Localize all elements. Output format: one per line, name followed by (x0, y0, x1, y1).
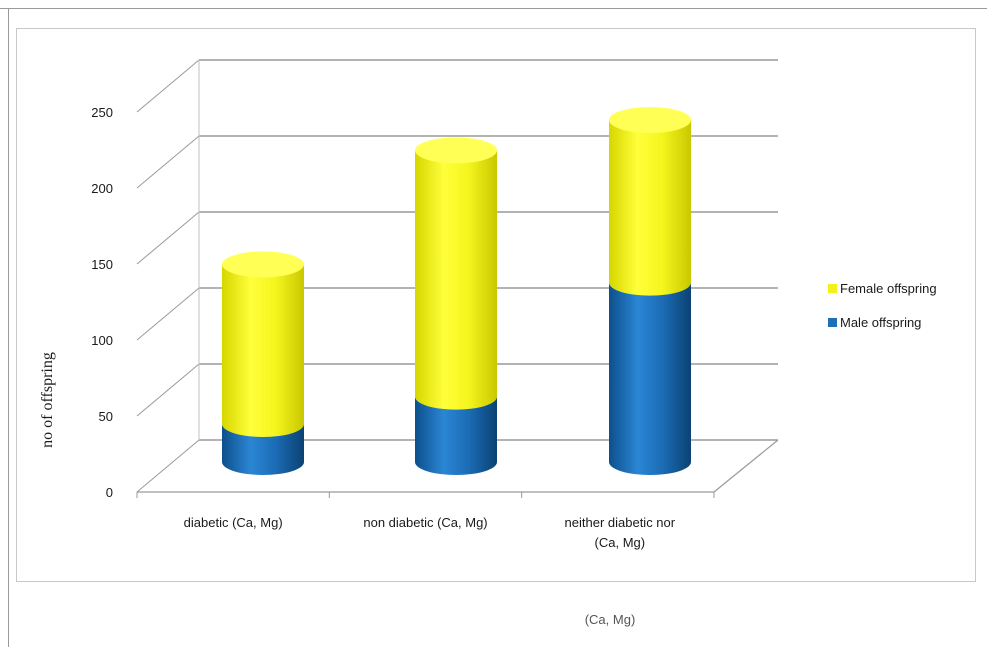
bar-male-body (609, 282, 691, 475)
x-axis-labels: diabetic (Ca, Mg) non diabetic (Ca, Mg) ne… (184, 515, 676, 550)
legend-label: Male offspring (840, 315, 921, 330)
y-axis-ticks: 0 50 100 150 200 250 (91, 105, 113, 500)
gridline-diagonal (136, 287, 200, 341)
legend: Female offspring Male offspring (828, 281, 937, 330)
bar-female-body (415, 150, 497, 410)
bar-female-cap (415, 137, 497, 164)
legend-swatch (828, 284, 837, 293)
bar-female (415, 137, 497, 410)
bar-male-body (222, 424, 304, 475)
floor-right-edge (713, 439, 779, 493)
frame-top-border (0, 8, 987, 9)
bar-female (609, 107, 691, 296)
bars (222, 107, 691, 475)
bar-female-cap (609, 107, 691, 133)
gridline-diagonal (136, 135, 200, 189)
bar-female-body (609, 120, 691, 296)
x-tick-label: (Ca, Mg) (595, 535, 646, 550)
y-tick-label: 250 (91, 105, 113, 120)
bar-female (222, 251, 304, 437)
clipped-caption: (Ca, Mg) (585, 612, 636, 627)
legend-label: Female offspring (840, 281, 937, 296)
y-tick-label: 150 (91, 257, 113, 272)
gridline-diagonal (136, 363, 200, 417)
gridline-diagonal (136, 59, 200, 113)
x-tick-label: diabetic (Ca, Mg) (184, 515, 283, 530)
y-tick-label: 200 (91, 181, 113, 196)
x-tick-label: neither diabetic nor (565, 515, 676, 530)
bar-male (609, 269, 691, 475)
gridline-diagonal (136, 211, 200, 265)
x-tick-label: non diabetic (Ca, Mg) (363, 515, 487, 530)
y-tick-label: 50 (99, 409, 113, 424)
y-tick-label: 100 (91, 333, 113, 348)
bar-male-body (415, 396, 497, 475)
bar-female-cap (222, 251, 304, 278)
gridline-diagonal (136, 439, 200, 493)
legend-swatch (828, 318, 837, 327)
frame-left-border (8, 8, 9, 647)
bar-female-body (222, 264, 304, 437)
y-tick-label: 0 (106, 485, 113, 500)
y-axis-title: no of offspring (39, 352, 56, 448)
